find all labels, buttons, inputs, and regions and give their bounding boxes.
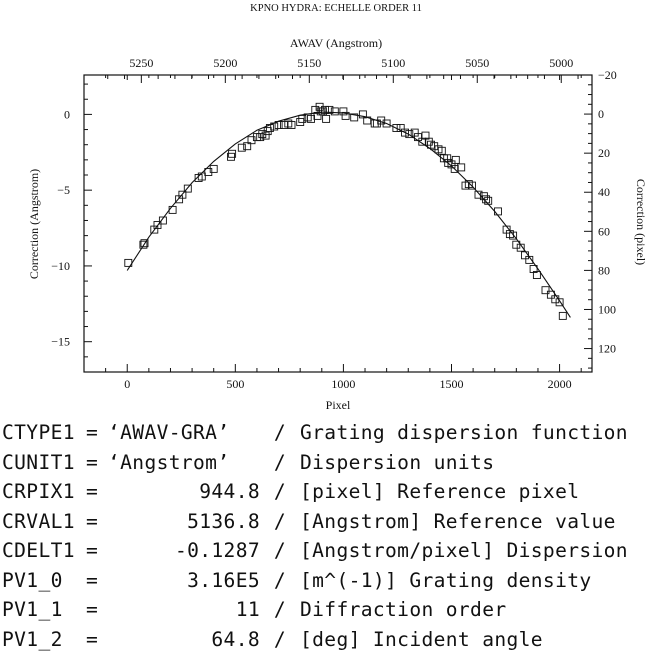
fits-card-ctype1: CTYPE1=‘AWAV-GRA’/Grating dispersion fun… (2, 418, 648, 448)
top-axis-label: AWAV (Angstrom) (290, 36, 382, 50)
fits-equals: = (86, 566, 108, 596)
top-tick-label: 5200 (213, 56, 237, 70)
right-tick-label: 60 (598, 224, 610, 238)
axis-ticks (84, 75, 592, 372)
right-tick-label: 120 (598, 342, 616, 356)
data-point (323, 115, 330, 122)
fits-equals: = (86, 418, 108, 448)
chart-title: KPNO HYDRA: ECHELLE ORDER 11 (250, 3, 422, 14)
x-tick-label: 1000 (331, 377, 355, 391)
top-tick-label: 5050 (465, 56, 489, 70)
fits-value: ‘AWAV-GRA’ (108, 418, 260, 448)
data-point (542, 287, 549, 294)
fits-value: -0.1287 (108, 536, 260, 566)
fits-keyword: CRVAL1 (2, 507, 86, 537)
right-tick-label: 100 (598, 302, 616, 316)
x-axis-label: Pixel (326, 398, 351, 412)
fits-value: 5136.8 (108, 507, 260, 537)
top-tick-label: 5250 (129, 56, 153, 70)
fits-comment: [m^(-1)] Grating density (300, 566, 592, 596)
right-tick-label: 40 (598, 185, 610, 199)
fits-separator: / (260, 566, 300, 596)
fits-card-pv1_0: PV1_0=3.16E5/[m^(-1)] Grating density (2, 566, 648, 596)
data-point (495, 208, 502, 215)
top-tick-label: 5000 (549, 56, 573, 70)
x-tick-label: 0 (124, 377, 130, 391)
right-tick-label: −20 (598, 68, 617, 82)
fits-separator: / (260, 448, 300, 478)
fits-keyword: PV1_0 (2, 566, 86, 596)
fits-equals: = (86, 595, 108, 625)
fits-keyword: CRPIX1 (2, 477, 86, 507)
fits-value: 11 (108, 595, 260, 625)
data-point (458, 164, 465, 171)
fits-value: 3.16E5 (108, 566, 260, 596)
y-axis-label: Correction (Angstrom) (27, 169, 41, 279)
fits-card-pv1_1: PV1_1=11/Diffraction order (2, 595, 648, 625)
fits-value: ‘Angstrom’ (108, 448, 260, 478)
fits-value: 944.8 (108, 477, 260, 507)
right-tick-label: 80 (598, 263, 610, 277)
fits-header-block: CTYPE1=‘AWAV-GRA’/Grating dispersion fun… (2, 418, 648, 654)
fits-equals: = (86, 477, 108, 507)
right-tick-label: 20 (598, 146, 610, 160)
y-tick-label: −15 (51, 335, 70, 349)
fits-keyword: CTYPE1 (2, 418, 86, 448)
fits-separator: / (260, 507, 300, 537)
fits-card-crval1: CRVAL1=5136.8/[Angstrom] Reference value (2, 507, 648, 537)
data-point (552, 296, 559, 303)
axis-tick-labels: 0 500 1000 1500 2000 0 −5 −10 −15 −20 0 20 40 60 80 100… (51, 56, 617, 391)
x-tick-label: 500 (226, 377, 244, 391)
data-point (522, 252, 529, 259)
fits-comment: Diffraction order (300, 595, 507, 625)
fits-comment: [pixel] Reference pixel (300, 477, 579, 507)
y-tick-label: 0 (64, 107, 70, 121)
plot-frame (84, 75, 592, 372)
fit-curve (127, 112, 570, 317)
fits-comment: [Angstrom/pixel] Dispersion (300, 536, 628, 566)
data-points (125, 103, 567, 319)
y-tick-label: −10 (51, 259, 70, 273)
x-tick-label: 1500 (439, 377, 463, 391)
fits-comment: Grating dispersion function (300, 418, 628, 448)
right-axis-label: Correction (pixel) (634, 179, 648, 265)
top-tick-label: 5150 (297, 56, 321, 70)
fits-equals: = (86, 507, 108, 537)
fits-comment: [Angstrom] Reference value (300, 507, 616, 537)
fits-card-cdelt1: CDELT1=-0.1287/[Angstrom/pixel] Dispersi… (2, 536, 648, 566)
fits-card-crpix1: CRPIX1=944.8/[pixel] Reference pixel (2, 477, 648, 507)
fits-keyword: CDELT1 (2, 536, 86, 566)
fits-card-cunit1: CUNIT1=‘Angstrom’/Dispersion units (2, 448, 648, 478)
data-point (559, 312, 566, 319)
fits-comment: Dispersion units (300, 448, 494, 478)
fits-keyword: CUNIT1 (2, 448, 86, 478)
fits-separator: / (260, 477, 300, 507)
fits-separator: / (260, 595, 300, 625)
fits-separator: / (260, 418, 300, 448)
data-point (452, 156, 459, 163)
top-tick-label: 5100 (381, 56, 405, 70)
fits-equals: = (86, 536, 108, 566)
x-tick-label: 2000 (548, 377, 572, 391)
fits-keyword: PV1_1 (2, 595, 86, 625)
fits-equals: = (86, 448, 108, 478)
chart-figure: KPNO HYDRA: ECHELLE ORDER 11 AWAV (Angst… (0, 0, 648, 415)
fits-separator: / (260, 536, 300, 566)
y-tick-label: −5 (57, 183, 70, 197)
right-tick-label: 0 (598, 107, 604, 121)
data-point (169, 206, 176, 213)
